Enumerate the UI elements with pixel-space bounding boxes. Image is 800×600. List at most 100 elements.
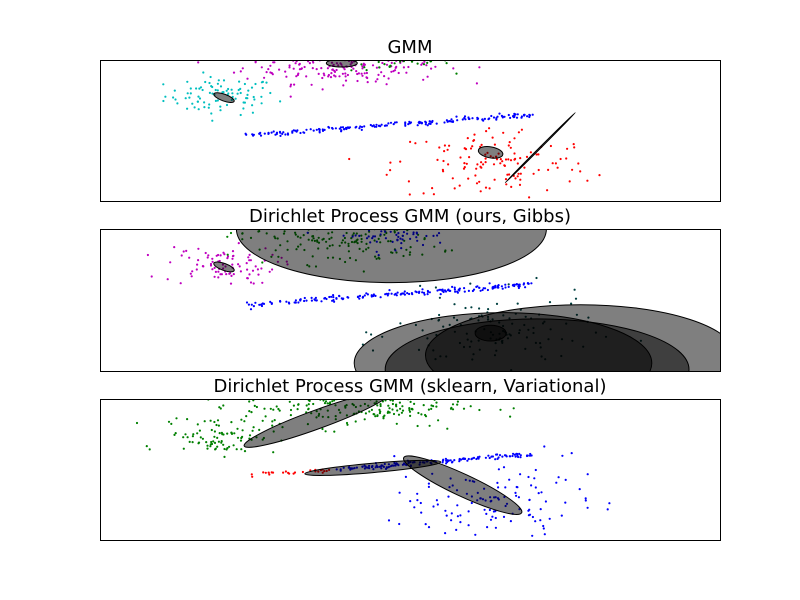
data-point	[508, 141, 511, 144]
data-point	[341, 126, 345, 129]
data-point	[560, 514, 563, 517]
data-point	[246, 277, 249, 280]
data-point	[314, 299, 317, 302]
data-point	[216, 89, 219, 92]
axes-frame-gibbs	[100, 229, 721, 372]
data-point	[279, 300, 282, 303]
data-point	[551, 162, 554, 165]
data-point	[519, 157, 522, 160]
data-point	[303, 299, 306, 303]
data-point	[502, 466, 506, 469]
data-point	[463, 162, 466, 165]
panel-title-variational: Dirichlet Process GMM (sklearn, Variatio…	[214, 376, 607, 397]
data-point	[284, 470, 287, 473]
plot-area-variational	[135, 399, 611, 537]
data-point	[223, 455, 226, 458]
data-point	[511, 454, 514, 458]
data-point	[210, 440, 213, 444]
data-point	[423, 60, 426, 63]
data-point	[490, 455, 493, 458]
data-point	[537, 492, 540, 495]
data-point	[318, 128, 321, 131]
data-point	[497, 468, 500, 471]
data-point	[514, 113, 517, 116]
data-point	[407, 180, 410, 183]
data-point	[503, 115, 506, 118]
data-point	[436, 158, 439, 161]
data-point	[271, 73, 274, 76]
data-point	[305, 75, 308, 78]
data-point	[493, 143, 496, 146]
data-point	[458, 287, 461, 290]
data-point	[522, 283, 525, 286]
data-point	[269, 407, 272, 410]
data-point	[303, 296, 306, 300]
data-point	[361, 67, 364, 70]
data-point	[335, 68, 338, 72]
data-point	[516, 162, 519, 165]
data-point	[586, 473, 589, 476]
data-point	[478, 66, 481, 69]
point-cluster-3	[245, 282, 533, 311]
data-point	[364, 412, 367, 415]
data-point	[323, 74, 326, 77]
data-point	[509, 455, 512, 458]
data-point	[162, 83, 165, 86]
data-point	[245, 262, 248, 265]
data-point	[231, 263, 234, 266]
data-point	[417, 411, 420, 415]
data-point	[215, 423, 218, 427]
data-point	[182, 447, 185, 450]
data-point	[258, 303, 261, 306]
data-point	[252, 426, 255, 429]
data-point	[204, 251, 207, 255]
data-point	[197, 247, 200, 250]
data-point	[195, 268, 198, 271]
data-point	[363, 418, 366, 421]
data-point	[288, 66, 291, 69]
data-point	[385, 173, 388, 176]
data-point	[408, 292, 411, 296]
data-point	[539, 508, 542, 511]
data-point	[299, 131, 302, 135]
data-point	[398, 522, 401, 526]
data-point	[267, 132, 270, 135]
data-point	[497, 284, 500, 287]
data-point	[573, 288, 576, 291]
data-point	[527, 509, 530, 512]
data-point	[409, 414, 412, 417]
data-point	[323, 128, 326, 131]
gaussian-component-ellipse-0	[213, 92, 235, 103]
data-point	[371, 64, 375, 67]
data-point	[397, 413, 401, 416]
data-point	[446, 427, 449, 430]
data-point	[215, 254, 218, 257]
data-point	[162, 99, 165, 103]
data-point	[331, 299, 334, 302]
data-point	[487, 308, 490, 311]
data-point	[370, 333, 373, 336]
data-point	[391, 399, 394, 402]
data-point	[232, 273, 235, 276]
data-point	[517, 131, 521, 134]
data-point	[387, 292, 390, 295]
data-point	[430, 67, 433, 70]
data-point	[450, 512, 453, 515]
data-point	[404, 121, 407, 124]
data-point	[429, 122, 432, 125]
data-point	[360, 128, 363, 131]
data-point	[539, 519, 542, 522]
data-point	[388, 411, 391, 414]
data-point	[488, 187, 491, 190]
data-point	[463, 290, 466, 293]
data-point	[397, 71, 400, 75]
data-point	[393, 62, 396, 65]
data-point	[244, 132, 247, 135]
data-point	[196, 263, 199, 266]
data-point	[355, 70, 358, 73]
data-point	[330, 295, 333, 298]
data-point	[217, 276, 220, 279]
data-point	[451, 177, 454, 180]
data-point	[261, 80, 264, 83]
data-point	[192, 433, 195, 436]
